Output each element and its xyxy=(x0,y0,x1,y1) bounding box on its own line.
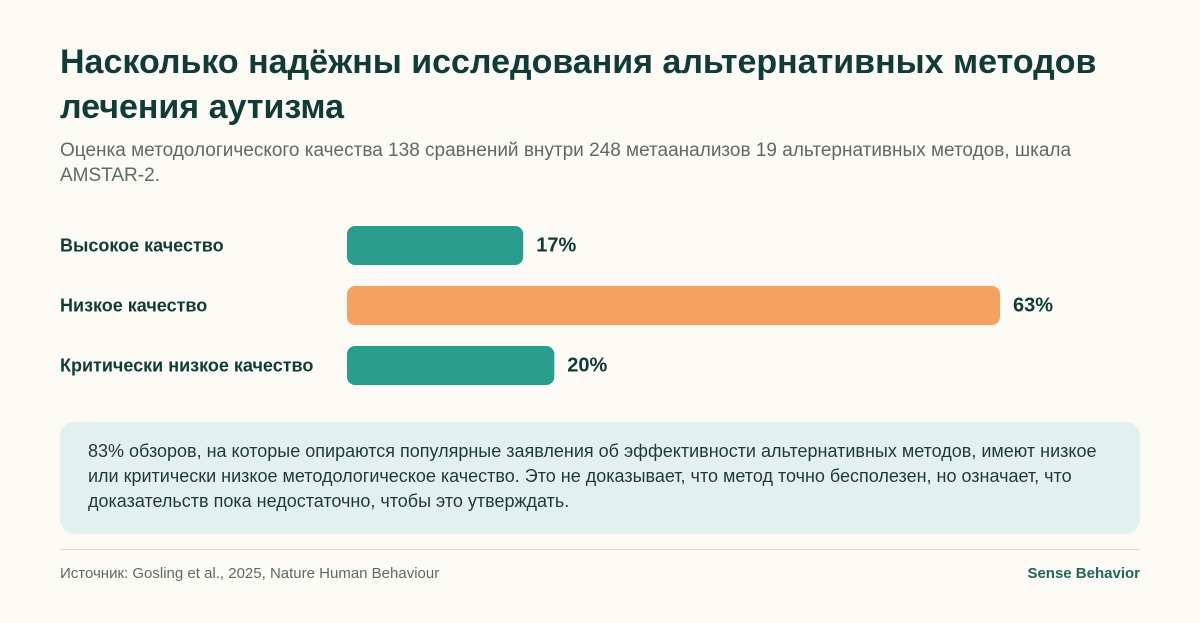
page-subtitle: Оценка методологического качества 138 ср… xyxy=(60,140,1072,186)
brand-name: Sense Behavior xyxy=(1027,565,1140,582)
category-label: Высокое качество xyxy=(60,236,224,256)
value-label: 63% xyxy=(1013,295,1053,317)
value-label: 17% xyxy=(536,235,576,257)
bar xyxy=(347,346,555,385)
value-label: 20% xyxy=(567,355,607,377)
page-title: Насколько надёжны исследования альтернат… xyxy=(60,43,1097,126)
category-label: Критически низкое качество xyxy=(60,356,313,376)
footer-divider xyxy=(60,549,1140,550)
source-citation: Источник: Gosling et al., 2025, Nature H… xyxy=(60,565,440,582)
summary-note: 83% обзоров, на которые опираются популя… xyxy=(60,422,1140,534)
category-label: Низкое качество xyxy=(60,296,207,316)
bar xyxy=(347,226,524,265)
bar xyxy=(347,286,1000,325)
